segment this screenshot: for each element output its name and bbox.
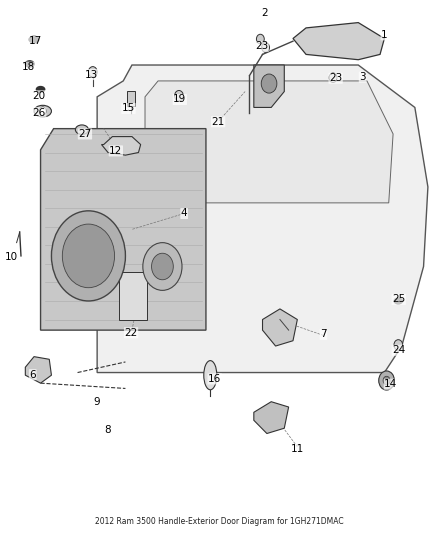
Text: 9: 9 (94, 397, 100, 407)
Text: 8: 8 (104, 425, 110, 435)
Polygon shape (97, 65, 428, 373)
Text: 7: 7 (320, 329, 327, 340)
Polygon shape (145, 81, 393, 203)
Text: 23: 23 (255, 42, 268, 52)
Text: 15: 15 (122, 103, 135, 114)
Text: 21: 21 (212, 117, 225, 127)
Circle shape (261, 43, 269, 52)
Text: 22: 22 (124, 328, 138, 338)
Circle shape (39, 107, 46, 115)
Ellipse shape (75, 125, 88, 134)
Polygon shape (102, 136, 141, 155)
Text: 23: 23 (329, 73, 342, 83)
Text: 26: 26 (32, 108, 46, 118)
Circle shape (152, 253, 173, 280)
Text: 17: 17 (29, 36, 42, 46)
Bar (119, 272, 147, 319)
Ellipse shape (29, 36, 39, 43)
Polygon shape (293, 22, 385, 60)
Ellipse shape (394, 298, 403, 304)
Ellipse shape (25, 61, 34, 67)
Text: 18: 18 (22, 62, 35, 72)
Circle shape (88, 67, 97, 77)
Text: 2012 Ram 3500 Handle-Exterior Door Diagram for 1GH271DMAC: 2012 Ram 3500 Handle-Exterior Door Diagr… (95, 518, 343, 526)
Text: 27: 27 (78, 129, 92, 139)
Text: 3: 3 (359, 72, 366, 82)
Ellipse shape (36, 86, 45, 92)
Polygon shape (41, 128, 206, 330)
Text: 11: 11 (291, 445, 304, 455)
Polygon shape (254, 65, 284, 108)
Ellipse shape (204, 361, 217, 390)
Text: 2: 2 (261, 8, 268, 18)
Circle shape (261, 74, 277, 93)
Text: 12: 12 (109, 146, 123, 156)
Circle shape (256, 34, 264, 44)
Text: 20: 20 (33, 91, 46, 101)
Circle shape (379, 371, 394, 390)
Bar (127, 91, 134, 106)
Circle shape (62, 224, 115, 288)
Text: 10: 10 (4, 252, 18, 262)
Circle shape (51, 211, 125, 301)
Ellipse shape (34, 106, 51, 117)
Text: 19: 19 (173, 94, 187, 104)
Text: 24: 24 (392, 345, 406, 356)
Polygon shape (254, 402, 289, 433)
Text: 1: 1 (381, 30, 388, 40)
Polygon shape (25, 357, 51, 383)
Polygon shape (262, 309, 297, 346)
Text: 4: 4 (181, 208, 187, 219)
Text: 25: 25 (392, 294, 406, 304)
Text: 14: 14 (384, 379, 398, 389)
Text: 6: 6 (29, 370, 36, 379)
Circle shape (175, 91, 184, 101)
Circle shape (143, 243, 182, 290)
Text: 13: 13 (85, 70, 99, 79)
Text: 16: 16 (208, 374, 221, 384)
Circle shape (383, 376, 390, 385)
Circle shape (394, 340, 403, 350)
Circle shape (329, 73, 337, 83)
